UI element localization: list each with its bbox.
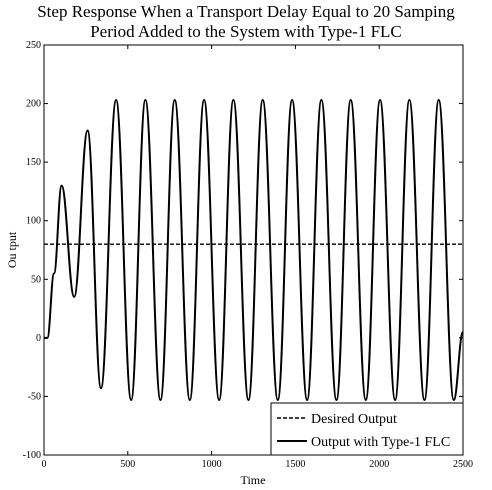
series-line-2	[44, 99, 463, 401]
x-tick-label: 500	[120, 459, 135, 470]
x-tick-label: 1500	[285, 459, 305, 470]
y-tick-label: 200	[26, 99, 41, 110]
x-tick-label: 2000	[369, 459, 389, 470]
chart-title-line-2: Period Added to the System with Type-1 F…	[90, 22, 402, 41]
legend-label-2: Output with Type-1 FLC	[311, 435, 450, 450]
y-tick-label: 250	[26, 40, 41, 51]
y-tick-label: -100	[23, 450, 41, 461]
x-tick-label: 1000	[202, 459, 222, 470]
y-axis-label: Ou tput	[5, 231, 19, 268]
x-tick-label: 2500	[453, 459, 473, 470]
plot-frame	[43, 44, 464, 456]
y-tick-label: 0	[36, 333, 41, 344]
y-tick-label: 150	[26, 157, 41, 168]
legend-label-1: Desired Output	[311, 412, 397, 427]
y-tick-label: -50	[28, 391, 41, 402]
chart-title-line-1: Step Response When a Transport Delay Equ…	[37, 2, 455, 21]
y-tick-label: 100	[26, 216, 41, 227]
x-tick-label: 0	[42, 459, 47, 470]
y-tick-label: 50	[31, 274, 41, 285]
legend-box	[270, 402, 464, 456]
x-axis-label: Time	[241, 473, 266, 487]
